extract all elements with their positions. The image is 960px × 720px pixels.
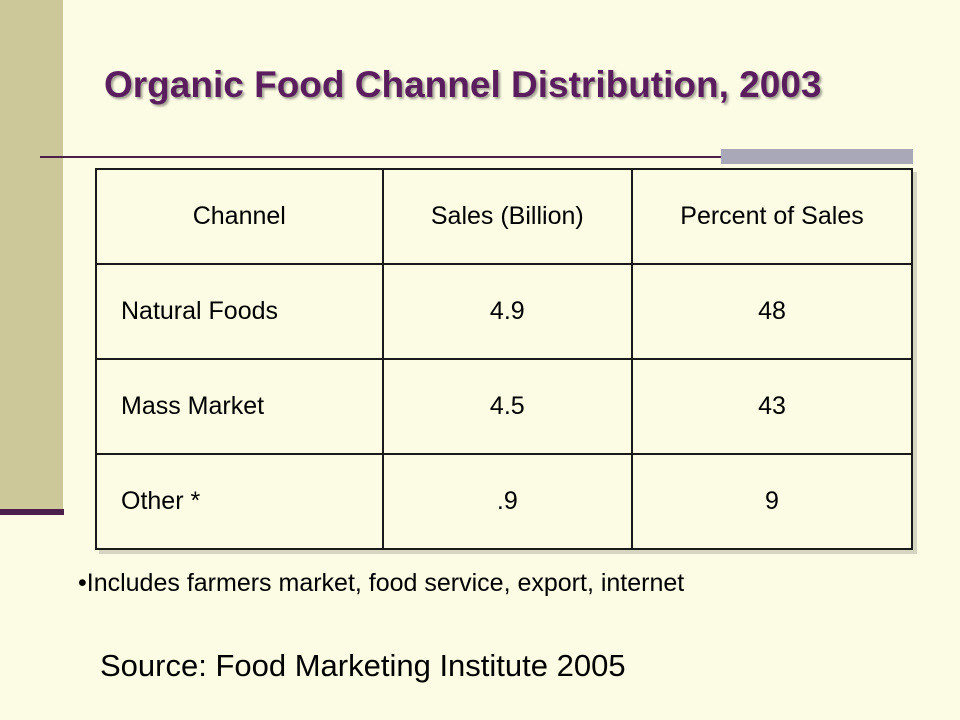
cell-sales: .9 bbox=[381, 453, 634, 550]
cell-channel: Mass Market bbox=[95, 358, 384, 455]
table-header-row: Channel Sales (Billion) Percent of Sales bbox=[95, 168, 913, 265]
table-row: Mass Market 4.5 43 bbox=[95, 358, 913, 455]
cell-percent: 9 bbox=[631, 453, 913, 550]
channel-distribution-table: Channel Sales (Billion) Percent of Sales… bbox=[95, 168, 913, 550]
header-sales: Sales (Billion) bbox=[381, 168, 634, 265]
left-accent-line bbox=[0, 509, 64, 515]
source-citation: Source: Food Marketing Institute 2005 bbox=[100, 648, 626, 683]
cell-sales: 4.9 bbox=[381, 263, 634, 360]
right-accent-block bbox=[721, 149, 913, 164]
title-divider-line bbox=[40, 156, 912, 158]
left-decorative-bar bbox=[0, 0, 63, 512]
cell-sales: 4.5 bbox=[381, 358, 634, 455]
cell-percent: 43 bbox=[631, 358, 913, 455]
header-percent: Percent of Sales bbox=[631, 168, 913, 265]
cell-channel: Natural Foods bbox=[95, 263, 384, 360]
header-channel: Channel bbox=[95, 168, 384, 265]
footnote: •Includes farmers market, food service, … bbox=[78, 569, 685, 597]
cell-percent: 48 bbox=[631, 263, 913, 360]
cell-channel: Other * bbox=[95, 453, 384, 550]
table-row: Natural Foods 4.9 48 bbox=[95, 263, 913, 360]
table-row: Other * .9 9 bbox=[95, 453, 913, 550]
slide-title: Organic Food Channel Distribution, 2003 bbox=[104, 64, 822, 105]
